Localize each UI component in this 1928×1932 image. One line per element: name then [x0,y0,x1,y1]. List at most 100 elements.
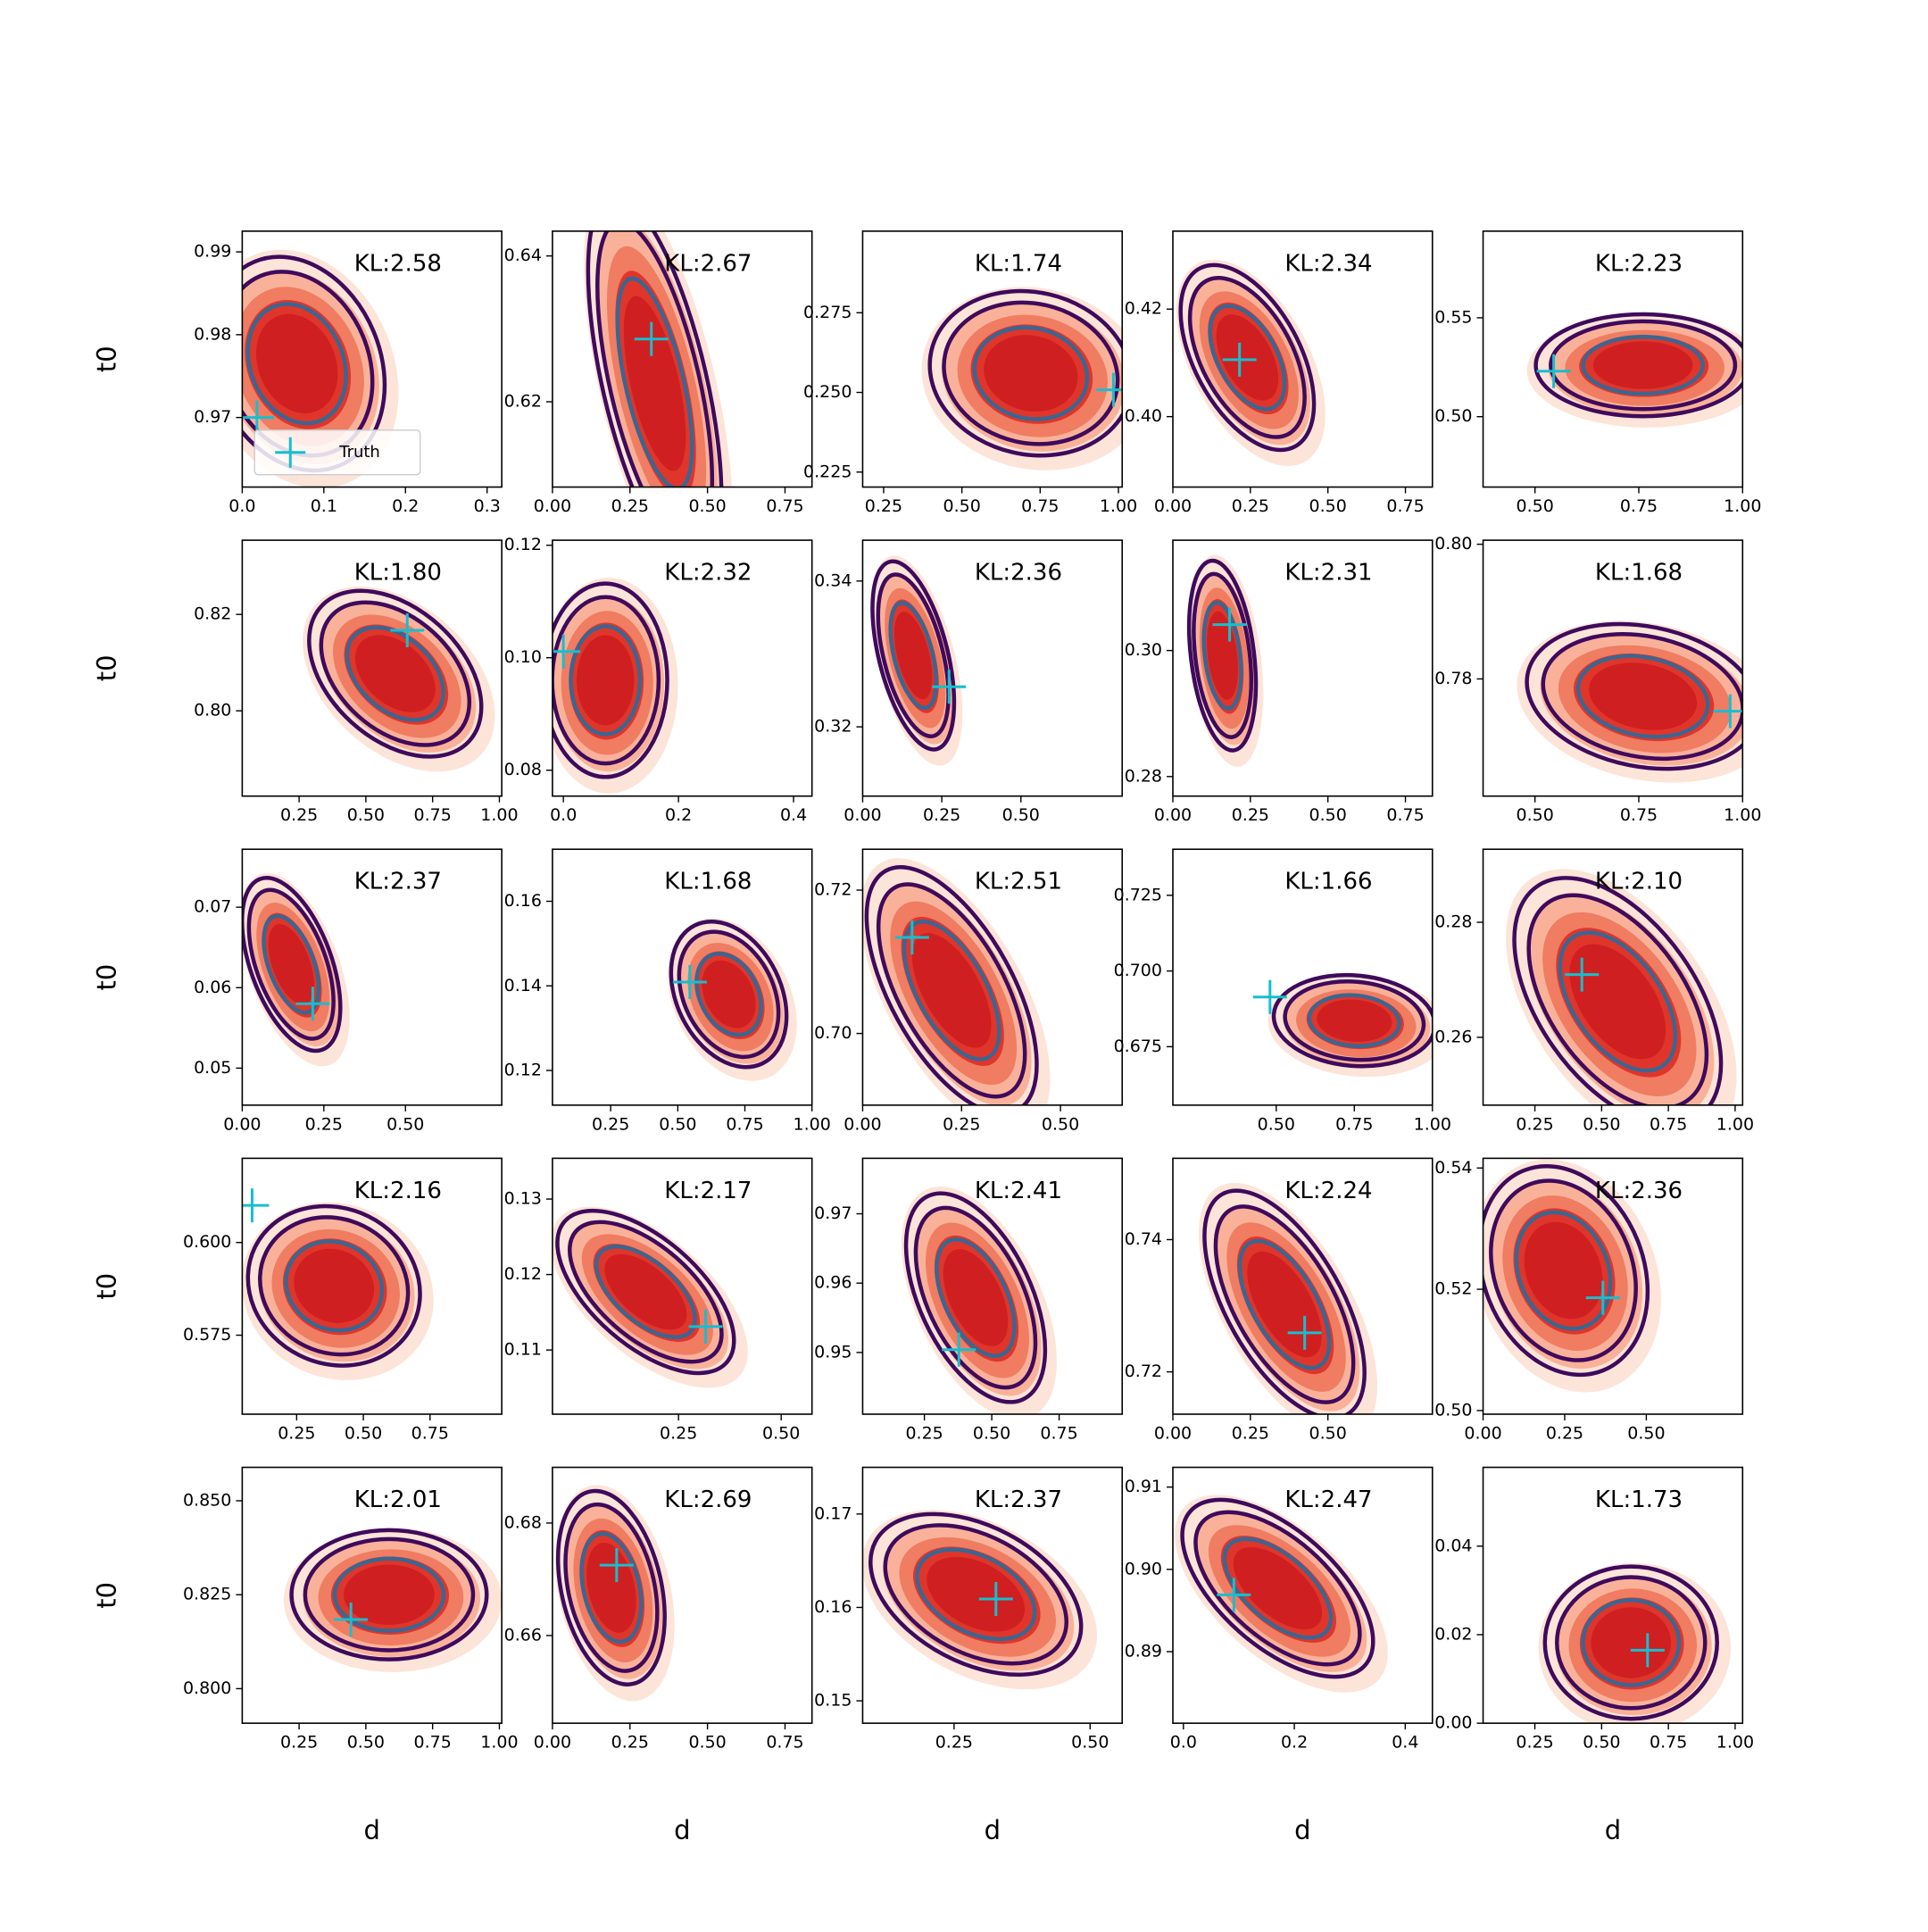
y-tick-label: 0.28 [1125,766,1162,786]
contour-line [1512,876,1724,1105]
subplot: 0.00 0.25 0.50 0.05 0.06 0.07 KL:2.37 t0 [91,848,503,1134]
panel-title: KL:2.23 [1595,250,1683,277]
contour-line [319,600,472,747]
truth-marker [242,400,274,435]
x-tick-label: 0.50 [762,1424,800,1444]
y-tick-label: 0.96 [814,1273,852,1293]
truth-marker [688,1309,723,1344]
x-tick-label: 0.50 [1002,805,1040,825]
contour-line [1193,1510,1362,1667]
y-axis-label: t0 [91,346,121,372]
y-tick-label: 0.575 [183,1325,231,1345]
plot-area [552,577,678,794]
subplot: 0.25 0.50 0.75 1.00 0.00 0.02 0.04 KL:1.73 d [1434,1466,1754,1845]
plot-area [242,1188,434,1380]
contour-line [1525,621,1743,771]
contour-line [1575,654,1710,739]
x-tick-label: 0.50 [1309,1424,1347,1444]
contour-line [876,882,1027,1099]
contour-line [563,1502,660,1673]
panel-title: KL:2.10 [1595,869,1683,895]
x-axis-label: d [1605,1815,1621,1845]
contour-line [555,1208,736,1376]
contour-line [1542,1564,1719,1721]
axes-frame [552,539,813,797]
legend-label: Truth [338,443,380,462]
density-fill [1524,1221,1603,1320]
x-tick-label: 0.75 [1650,1114,1687,1134]
x-tick-label: 0.50 [1627,1424,1665,1444]
x-tick-label: 0.50 [1517,496,1554,516]
truth-marker [932,670,967,704]
y-tick-label: 0.08 [504,760,542,779]
axes-frame [552,848,813,1106]
contour-line [669,919,789,1070]
x-tick-label: 0.50 [345,1424,382,1444]
contour-line [307,588,484,759]
x-tick-label: 0.00 [223,1114,261,1134]
x-tick-label: 0.75 [1650,1733,1687,1753]
subplot: 0.25 0.50 0.15 0.16 0.17 KL:2.37 d [814,1466,1124,1845]
contour-line [1514,1210,1613,1331]
contour-line [245,302,348,426]
contour-line [1581,1598,1682,1687]
contour-line [677,929,781,1060]
contour-line [258,1215,411,1357]
density-fill [294,1248,375,1323]
contour-line [942,300,1120,446]
panel-title: KL:2.32 [664,560,752,587]
axes-frame [1482,539,1744,797]
x-tick-label: 0.0 [229,496,255,516]
axes-frame [1482,848,1744,1106]
y-tick-label: 0.14 [504,976,542,995]
x-tick-label: 0.2 [392,496,419,516]
axes-frame [241,230,503,488]
contour-line [972,325,1090,421]
subplot: 0.25 0.50 0.75 1.00 0.26 0.28 KL:2.10 [1434,848,1754,1134]
plot-area [584,230,733,487]
x-tick-label: 0.25 [1232,496,1269,516]
plot-area [862,1510,1097,1690]
x-tick-label: 1.00 [1724,496,1761,516]
x-tick-label: 0.25 [935,1733,973,1753]
x-tick-label: 0.25 [923,805,960,825]
y-tick-label: 0.62 [504,392,542,412]
x-tick-label: 0.50 [1258,1114,1295,1134]
density-fill [1317,999,1392,1042]
y-tick-label: 0.54 [1434,1158,1472,1178]
y-tick-label: 0.30 [1125,640,1162,660]
y-tick-label: 0.225 [803,462,852,481]
x-tick-label: 0.00 [1154,496,1192,516]
plot-area [303,586,495,772]
contour-line [1237,1238,1332,1370]
subplot: 0.50 0.75 1.00 0.50 0.55 KL:2.23 [1434,230,1761,516]
contour-line [1555,1575,1708,1711]
contour-line [1483,1163,1650,1378]
axes-frame [1482,230,1744,488]
contour-line [870,559,957,752]
subplot: 0.25 0.50 0.11 0.12 0.13 KL:2.17 [504,1157,813,1444]
truth-marker [1536,354,1571,388]
y-tick-label: 0.13 [504,1189,542,1209]
truth-marker [1252,979,1287,1014]
x-tick-label: 0.25 [1516,1733,1553,1753]
contour-line [555,1488,667,1686]
y-tick-label: 0.07 [194,897,231,917]
panel-title: KL:2.67 [664,250,752,277]
y-tick-label: 0.16 [504,891,542,911]
y-tick-label: 0.55 [1434,307,1472,327]
subplot: 0.00 0.25 0.50 0.75 0.40 0.42 KL:2.34 [1125,230,1434,516]
truth-marker [978,1582,1013,1617]
truth-marker [599,1548,634,1583]
x-tick-label: 0.50 [688,496,726,516]
plot-area [862,858,1051,1105]
y-tick-label: 0.675 [1114,1037,1162,1056]
y-tick-label: 0.98 [194,324,231,344]
x-tick-label: 1.00 [794,1114,831,1134]
x-tick-label: 0.50 [973,1424,1010,1444]
contour-line [1283,979,1426,1062]
contour-line [888,601,938,711]
axes-frame [552,1157,813,1415]
y-tick-label: 0.32 [814,717,852,737]
plot-area [1186,554,1264,767]
